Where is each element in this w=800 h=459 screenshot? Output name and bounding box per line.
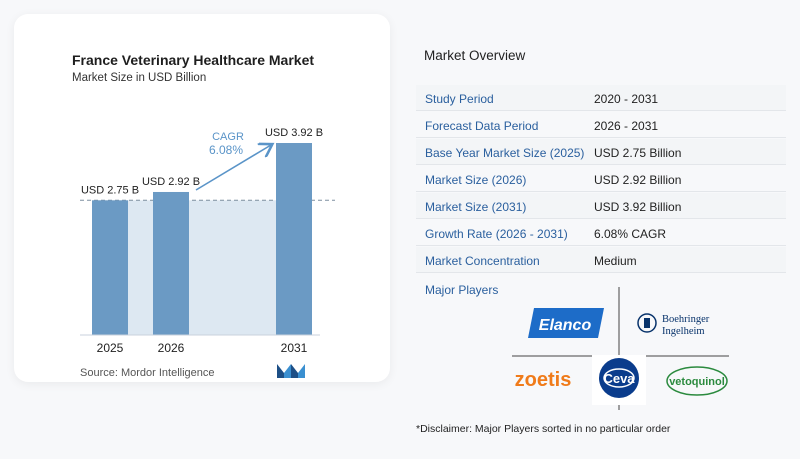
overview-row: Growth Rate (2026 - 2031) 6.08% CAGR bbox=[416, 220, 786, 246]
source-text: Source: Mordor Intelligence bbox=[80, 367, 215, 379]
overview-row-value: 2026 - 2031 bbox=[594, 119, 659, 133]
overview-row-label: Market Size (2026) bbox=[425, 173, 527, 187]
elanco-logo-icon: Elanco bbox=[528, 308, 604, 338]
player-boehringer-line2: Ingelheim bbox=[662, 326, 705, 337]
overview-row: Forecast Data Period 2026 - 2031 bbox=[416, 112, 786, 138]
overview-row-label: Market Size (2031) bbox=[425, 200, 527, 214]
overview-row: Market Size (2031) USD 3.92 Billion bbox=[416, 193, 786, 219]
overview-row-value: USD 2.75 Billion bbox=[594, 146, 682, 160]
overview-row-label: Study Period bbox=[425, 92, 494, 106]
player-boehringer-line1: Boehringer bbox=[662, 314, 710, 325]
player-elanco: Elanco bbox=[539, 317, 592, 334]
overview-row: Base Year Market Size (2025) USD 2.75 Bil… bbox=[416, 139, 786, 165]
bar-data-label: USD 2.92 B bbox=[142, 176, 200, 188]
base-level-area bbox=[128, 200, 276, 335]
disclaimer-text: *Disclaimer: Major Players sorted in no … bbox=[416, 423, 671, 435]
overview-row-value: 2020 - 2031 bbox=[594, 92, 659, 106]
ceva-logo-icon: Ceva bbox=[592, 355, 646, 405]
overview-row-label: Forecast Data Period bbox=[425, 119, 539, 133]
bar-2026 bbox=[153, 191, 189, 335]
player-vetoquinol: vetoquinol bbox=[669, 376, 725, 388]
overview-row-value: Medium bbox=[594, 254, 637, 268]
cagr-arrow bbox=[195, 145, 271, 191]
cagr-label: CAGR bbox=[212, 131, 244, 143]
x-tick-label: 2025 bbox=[97, 341, 124, 355]
overview-row: Study Period 2020 - 2031 bbox=[416, 85, 786, 111]
overview-row-value: USD 3.92 Billion bbox=[594, 200, 682, 214]
overview-row-value: USD 2.92 Billion bbox=[594, 173, 682, 187]
bar-2025 bbox=[92, 200, 128, 335]
bar-chart: USD 2.75 B 2025 USD 2.92 B 2026 USD 3.92 B 20… bbox=[80, 127, 335, 355]
x-tick-label: 2031 bbox=[281, 341, 308, 355]
overview-row: Market Concentration Medium bbox=[416, 247, 786, 273]
player-zoetis: zoetis bbox=[515, 369, 572, 391]
mordor-logo-icon bbox=[277, 364, 305, 378]
overview-row-label: Growth Rate (2026 - 2031) bbox=[425, 227, 568, 241]
bar-data-label: USD 3.92 B bbox=[265, 127, 323, 139]
cagr-value: 6.08% bbox=[209, 143, 243, 157]
vetoquinol-logo-icon: vetoquinol bbox=[666, 366, 728, 396]
bar-2031 bbox=[276, 143, 312, 335]
overview-title: Market Overview bbox=[424, 48, 526, 63]
overview-row: Market Size (2026) USD 2.92 Billion bbox=[416, 166, 786, 192]
bar-data-label: USD 2.75 B bbox=[81, 184, 139, 196]
player-ceva: Ceva bbox=[603, 371, 635, 386]
overview-row-label: Base Year Market Size (2025) bbox=[425, 146, 585, 160]
major-players-title: Major Players bbox=[425, 283, 499, 297]
x-tick-label: 2026 bbox=[158, 341, 185, 355]
boehringer-logo-icon: Boehringer Ingelheim bbox=[637, 313, 710, 337]
overview-row-label: Market Concentration bbox=[425, 254, 540, 268]
chart-title: France Veterinary Healthcare Market bbox=[72, 52, 315, 68]
overview-row-value: 6.08% CAGR bbox=[594, 227, 667, 241]
chart-subtitle: Market Size in USD Billion bbox=[72, 72, 207, 84]
